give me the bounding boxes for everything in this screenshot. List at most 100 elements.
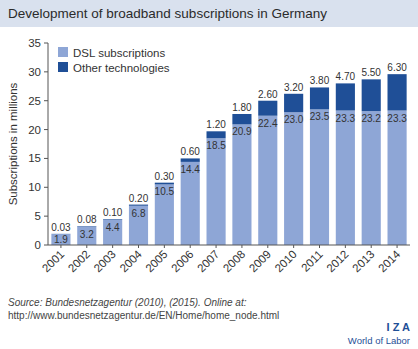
x-tick — [319, 245, 320, 248]
y-tick — [44, 43, 48, 44]
legend-swatch — [58, 62, 68, 72]
x-tick-label: 2001 — [40, 248, 67, 275]
bar-segment — [207, 138, 226, 245]
x-tick — [216, 245, 217, 248]
x-tick-label: 2006 — [169, 248, 196, 275]
bar-segment — [284, 94, 303, 112]
bar-segment — [362, 111, 381, 245]
bar-segment — [103, 220, 122, 245]
bar-segment — [155, 183, 174, 185]
data-label: 2.60 — [258, 89, 278, 100]
x-tick — [371, 245, 372, 248]
data-label: 1.20 — [206, 119, 226, 130]
x-tick-label: 2007 — [195, 248, 222, 275]
bar-segment — [181, 162, 200, 245]
y-tick-label: 0 — [35, 239, 41, 251]
data-label: 6.8 — [132, 208, 146, 219]
data-label: 3.20 — [284, 82, 304, 93]
y-tick-label: 10 — [28, 181, 41, 193]
x-tick-label: 2011 — [299, 248, 325, 274]
data-label: 23.3 — [387, 113, 407, 124]
x-tick — [397, 245, 398, 248]
x-tick-label: 2010 — [272, 248, 299, 275]
bar-segment — [103, 219, 122, 221]
bar-segment — [388, 111, 407, 245]
y-tick-label: 20 — [28, 124, 41, 136]
title: Development of broadband subscriptions i… — [8, 6, 327, 21]
y-tick — [44, 129, 48, 130]
source-text: http://www.bundesnetzagentur.de/EN/Home/… — [8, 310, 279, 321]
y-tick — [44, 100, 48, 101]
x-tick-label: 2014 — [376, 248, 403, 275]
y-axis — [48, 43, 49, 245]
bar-segment — [77, 226, 96, 227]
x-tick — [60, 245, 61, 248]
data-label: 5.50 — [361, 67, 381, 78]
bar-segment — [258, 101, 277, 116]
x-tick-label: 2003 — [91, 248, 118, 275]
bar-segment — [129, 205, 148, 206]
data-label: 0.20 — [129, 193, 149, 204]
legend-label: Other technologies — [73, 62, 170, 74]
data-label: 1.80 — [232, 102, 252, 113]
data-label: 0.60 — [180, 146, 200, 157]
bar-segment — [129, 206, 148, 245]
data-label: 23.2 — [361, 113, 381, 124]
data-label: 10.5 — [155, 186, 175, 197]
x-tick-label: 2002 — [66, 248, 93, 275]
bar-segment — [232, 124, 251, 245]
x-tick-label: 2004 — [117, 248, 144, 275]
bar-segment — [51, 234, 70, 245]
data-label: 23.3 — [336, 113, 356, 124]
data-label: 0.08 — [77, 214, 97, 225]
bar-segment — [258, 116, 277, 245]
data-label: 14.4 — [180, 164, 200, 175]
bar-segment — [181, 158, 200, 161]
data-labels: 1.90.033.20.084.40.106.80.2010.50.3014.4… — [51, 62, 407, 245]
bar-segment — [77, 227, 96, 245]
data-label: 20.9 — [232, 126, 252, 137]
x-tick — [345, 245, 346, 248]
bar-segment — [310, 87, 329, 109]
bar-segment — [388, 74, 407, 110]
y-tick-label: 15 — [28, 152, 41, 164]
data-label: 4.4 — [106, 222, 120, 233]
x-tick-label: 2012 — [324, 248, 351, 275]
x-tick — [86, 245, 87, 248]
data-label: 0.10 — [103, 207, 123, 218]
x-tick-label: 2013 — [350, 248, 377, 275]
logo-tagline: World of Labor — [348, 335, 410, 346]
x-axis — [48, 245, 410, 246]
y-axis-label: Subscriptions in millions — [7, 82, 19, 205]
y-tick — [44, 245, 48, 246]
source-text: Source: Bundesnetzagentur (2010), (2015)… — [8, 297, 247, 308]
bar-segment — [336, 83, 355, 110]
bar-segment — [232, 114, 251, 124]
data-label: 4.70 — [336, 71, 356, 82]
x-tick-label: 2009 — [247, 248, 274, 275]
legend-label: DSL subscriptions — [73, 47, 166, 59]
data-label: 0.30 — [155, 171, 175, 182]
data-label: 22.4 — [258, 118, 278, 129]
data-label: 6.30 — [387, 62, 407, 73]
x-tick — [138, 245, 139, 248]
bars — [51, 74, 406, 245]
y-tick — [44, 71, 48, 72]
x-tick — [267, 245, 268, 248]
x-tick — [112, 245, 113, 248]
y-tick — [44, 216, 48, 217]
y-tick-label: 5 — [35, 210, 41, 222]
x-tick — [190, 245, 191, 248]
data-label: 23.5 — [310, 111, 330, 122]
y-tick-label: 25 — [28, 95, 41, 107]
x-tick — [241, 245, 242, 248]
bar-segment — [336, 111, 355, 245]
x-tick-label: 2008 — [221, 248, 248, 275]
logo: I Z A — [387, 321, 410, 333]
bar-segment — [362, 79, 381, 111]
x-tick — [293, 245, 294, 248]
data-label: 18.5 — [206, 140, 226, 151]
y-tick-label: 35 — [28, 37, 41, 49]
data-label: 23.0 — [284, 114, 304, 125]
data-label: 3.80 — [310, 75, 330, 86]
